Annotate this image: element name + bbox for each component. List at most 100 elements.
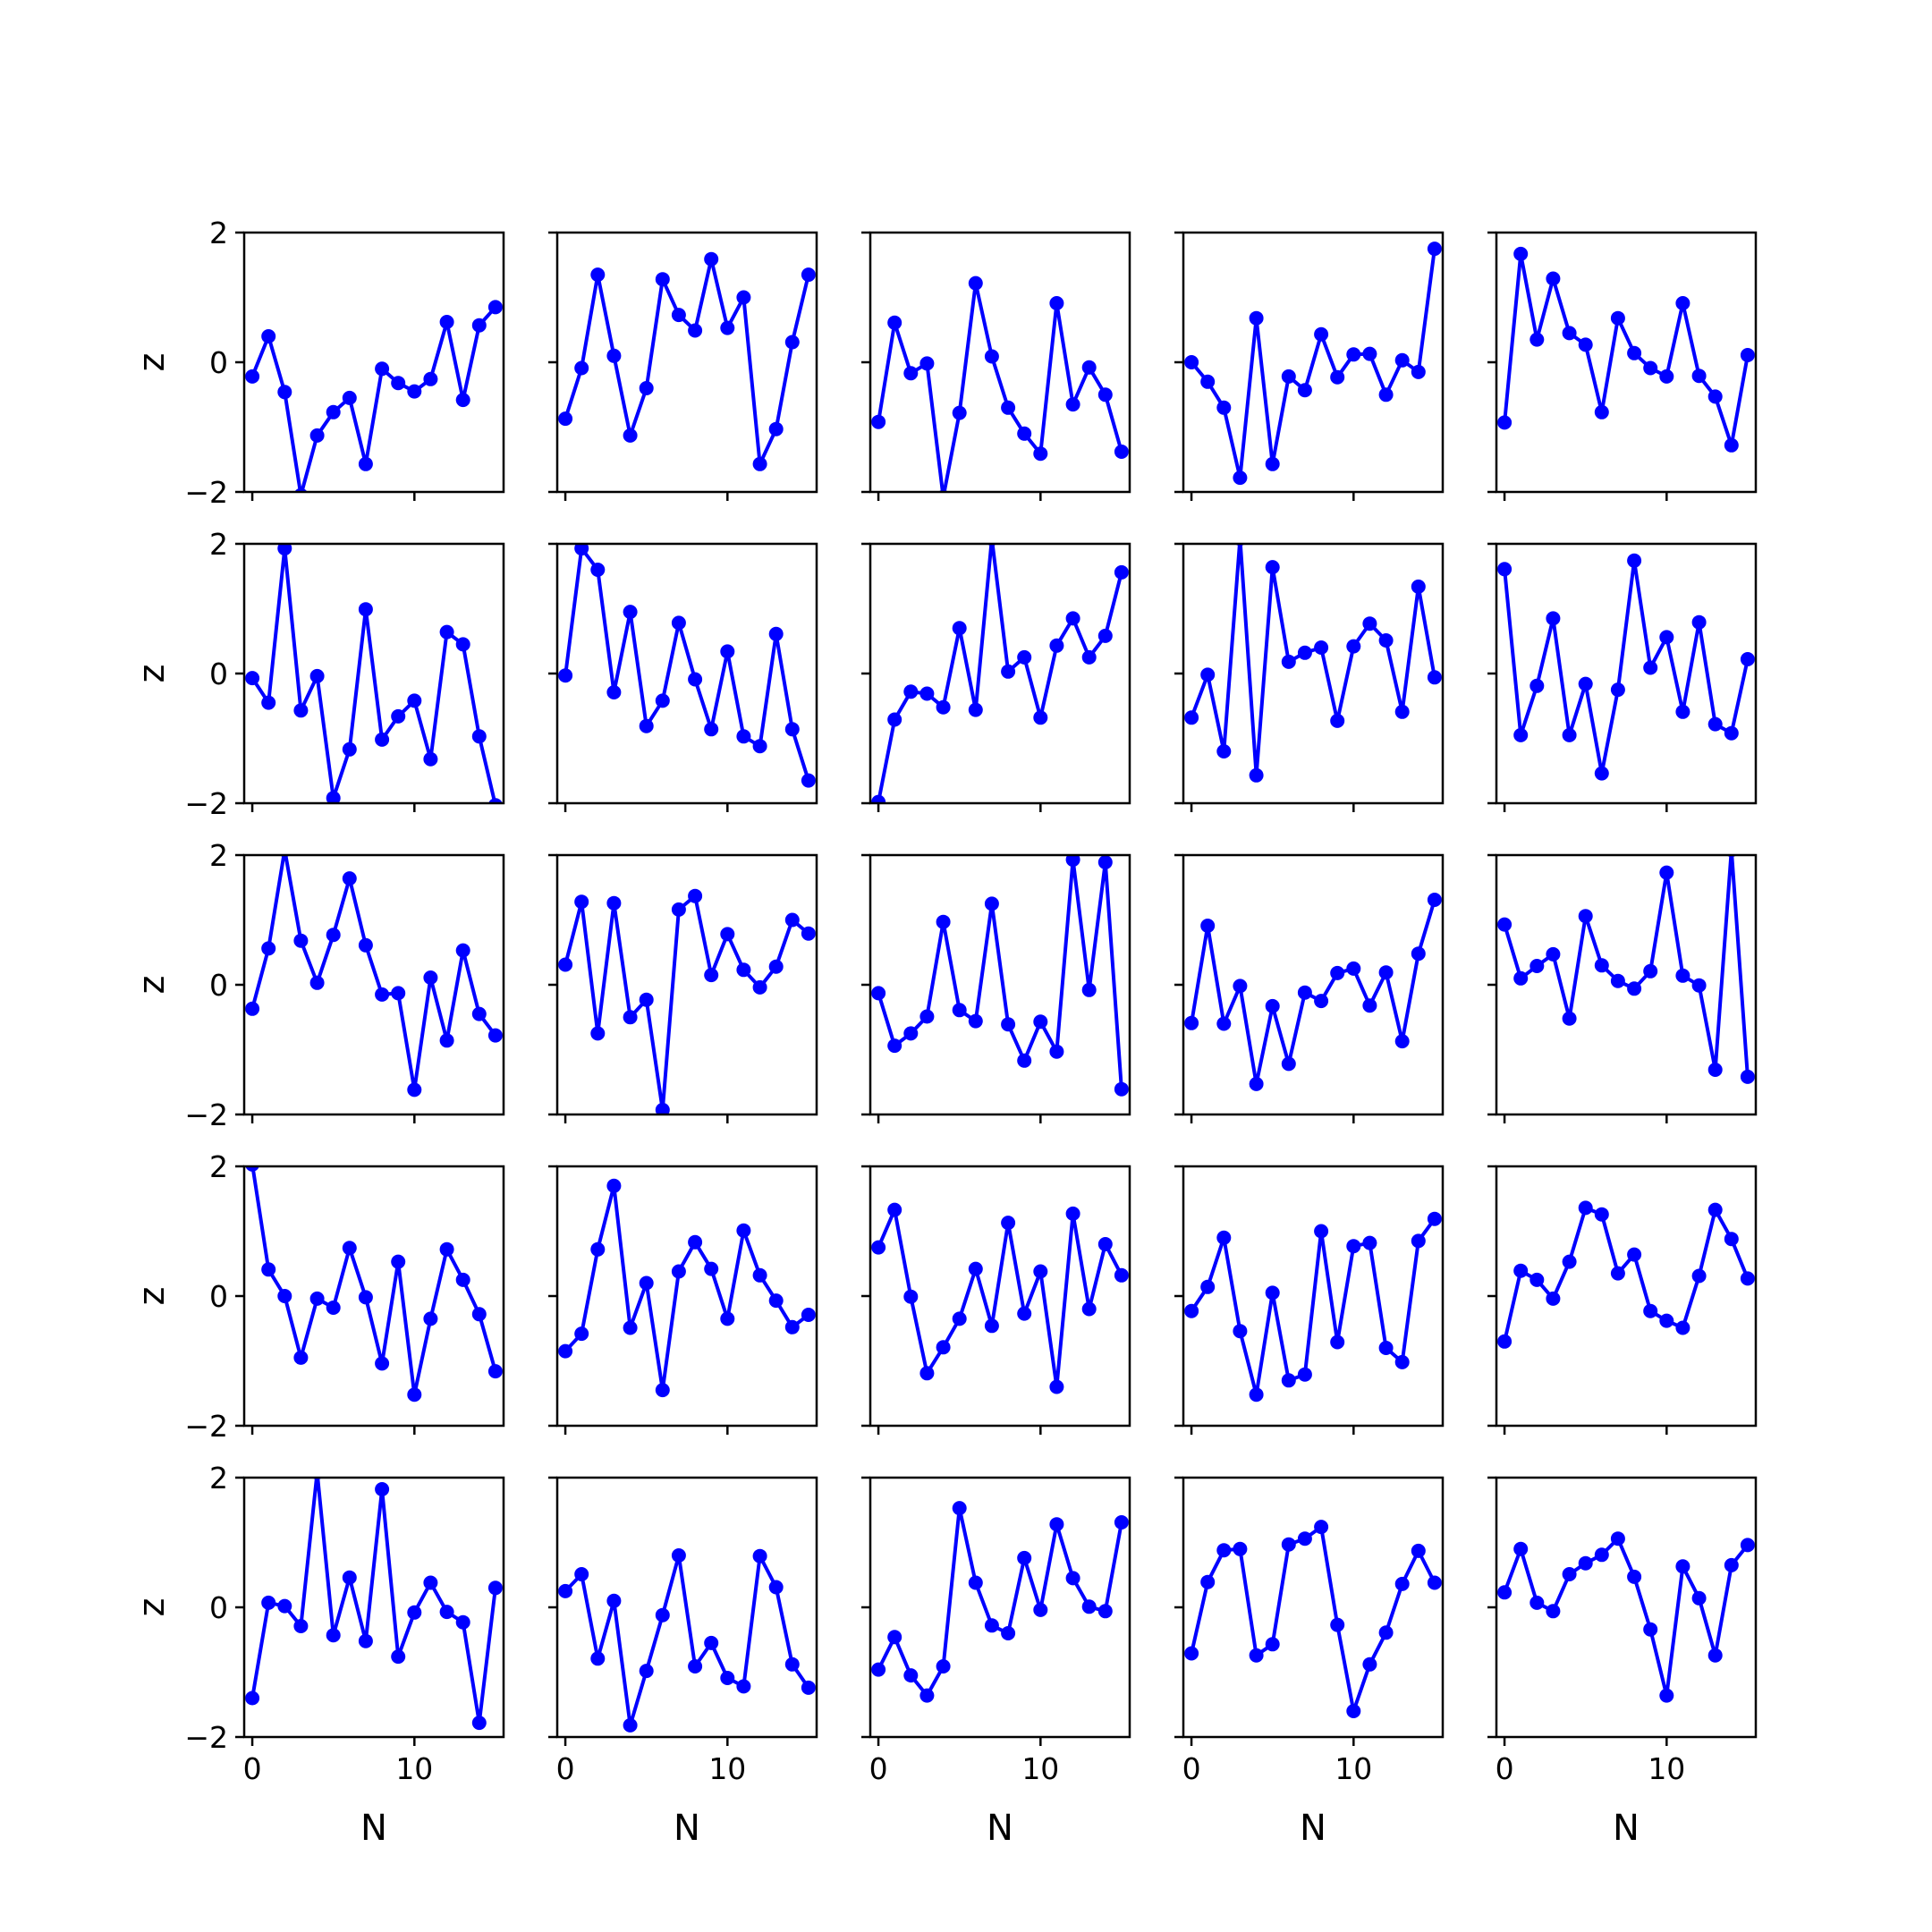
data-point <box>1427 242 1442 257</box>
data-point <box>326 404 341 419</box>
data-point <box>439 1033 454 1048</box>
y-tick-label: −2 <box>184 1409 228 1444</box>
data-point <box>1394 704 1410 719</box>
data-point <box>1530 1272 1545 1287</box>
data-point <box>1394 1354 1410 1369</box>
x-axis-label: N <box>674 1808 700 1849</box>
x-axis-label: N <box>987 1808 1013 1849</box>
series-line <box>1503 251 1750 447</box>
data-point <box>1081 1599 1097 1614</box>
data-point <box>1627 553 1642 568</box>
data-point <box>1097 1604 1113 1619</box>
data-point <box>752 456 767 471</box>
data-point <box>736 729 751 744</box>
data-point <box>342 1570 357 1585</box>
data-point <box>1594 766 1609 781</box>
data-point <box>1378 1341 1394 1355</box>
data-point <box>1314 994 1329 1009</box>
data-point <box>1578 1555 1593 1571</box>
data-area <box>1497 855 1755 1084</box>
data-point <box>1297 1367 1312 1382</box>
data-point <box>1610 1266 1625 1281</box>
data-point <box>1659 369 1674 384</box>
data-point <box>590 1241 606 1257</box>
data-area <box>1497 553 1755 781</box>
data-point <box>407 1605 422 1620</box>
data-point <box>439 315 454 329</box>
data-point <box>1378 1625 1394 1640</box>
series-line <box>1190 248 1436 480</box>
y-tick-label: 0 <box>209 1590 228 1625</box>
data-point <box>439 1241 454 1257</box>
data-area <box>1497 1531 1755 1703</box>
subplot-r1-c2 <box>548 231 818 501</box>
data-point <box>887 712 902 727</box>
data-point <box>1691 369 1707 384</box>
data-point <box>423 751 438 767</box>
data-point <box>623 605 638 620</box>
data-point <box>784 1319 800 1335</box>
data-point <box>1184 710 1199 725</box>
x-tick-label: 10 <box>1648 1751 1685 1786</box>
data-point <box>1724 437 1739 453</box>
subplot-r1-c5 <box>1487 231 1758 501</box>
y-tick-label: 2 <box>209 1461 228 1496</box>
data-point <box>1033 710 1048 725</box>
data-point <box>471 1006 487 1021</box>
data-point <box>574 1567 589 1581</box>
data-point <box>1281 1537 1296 1552</box>
data-point <box>277 1289 292 1303</box>
data-point <box>407 384 422 399</box>
data-point <box>1065 855 1080 868</box>
data-point <box>1643 1303 1658 1318</box>
data-point <box>1675 704 1690 719</box>
data-point <box>768 1293 784 1309</box>
data-area <box>558 1548 816 1733</box>
data-point <box>1297 985 1312 1000</box>
data-point <box>1578 337 1593 352</box>
data-point <box>1114 564 1129 580</box>
x-tick-label: 10 <box>395 1751 433 1786</box>
data-point <box>1249 1076 1264 1091</box>
data-point <box>671 615 686 631</box>
data-point <box>1610 682 1625 698</box>
data-point <box>1378 387 1394 402</box>
x-tick-label: 0 <box>243 1751 262 1786</box>
data-point <box>639 1275 654 1291</box>
data-point <box>375 1482 390 1496</box>
data-point <box>623 1010 638 1025</box>
series-line <box>564 257 810 466</box>
data-point <box>1081 982 1097 997</box>
series-line <box>1190 1525 1436 1713</box>
series-line <box>250 306 497 492</box>
data-point <box>1427 1211 1442 1226</box>
data-point <box>1114 445 1129 459</box>
data-point <box>1643 660 1658 675</box>
data-area <box>1184 544 1442 783</box>
data-point <box>1330 713 1345 728</box>
data-point <box>655 272 670 287</box>
data-point <box>1562 1567 1577 1581</box>
data-point <box>871 414 886 429</box>
data-point <box>1297 383 1312 398</box>
series-line <box>877 1506 1123 1698</box>
data-point <box>606 895 622 911</box>
axes-frame <box>1495 231 1758 494</box>
data-point <box>326 1628 341 1643</box>
data-point <box>1497 1334 1513 1349</box>
data-area <box>1497 246 1755 453</box>
series-line <box>250 547 497 803</box>
data-point <box>391 376 406 391</box>
y-tick-label: 2 <box>209 838 228 873</box>
data-area <box>558 251 816 471</box>
data-point <box>1017 649 1032 665</box>
data-point <box>375 361 390 377</box>
data-point <box>887 1038 902 1054</box>
data-point <box>1659 1313 1674 1328</box>
data-point <box>936 1659 951 1674</box>
data-point <box>887 315 902 330</box>
data-point <box>736 290 751 305</box>
data-point <box>590 563 606 577</box>
data-point <box>1200 1279 1216 1294</box>
data-point <box>261 1595 276 1610</box>
